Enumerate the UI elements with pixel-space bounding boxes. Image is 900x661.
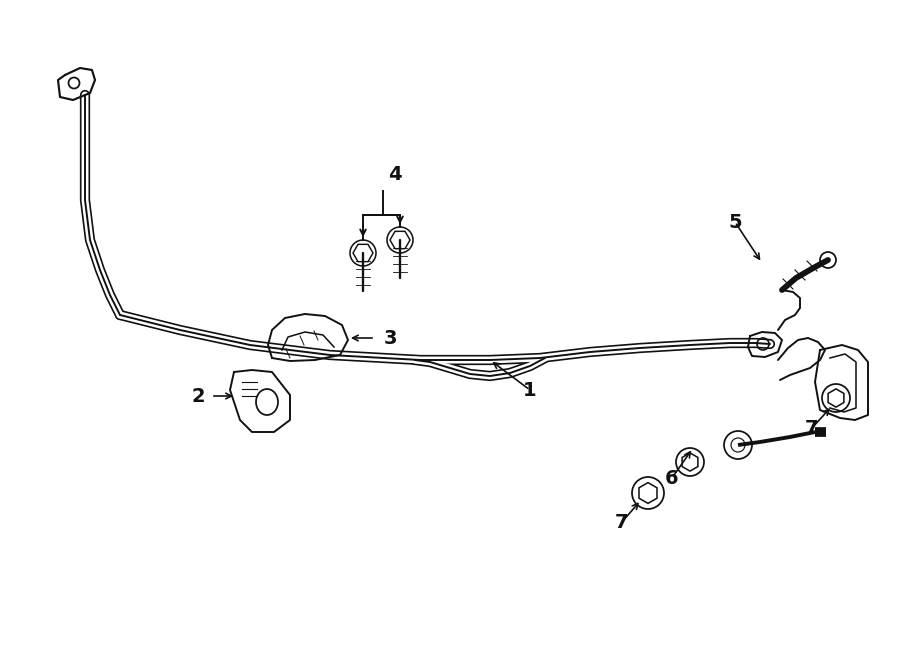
Text: 7: 7 (616, 512, 629, 531)
Text: 3: 3 (383, 329, 397, 348)
Text: 4: 4 (388, 165, 401, 184)
Text: 6: 6 (665, 469, 679, 488)
Text: 7: 7 (806, 418, 819, 438)
Text: 1: 1 (523, 381, 536, 399)
Text: 5: 5 (728, 212, 742, 231)
Text: 2: 2 (191, 387, 205, 405)
